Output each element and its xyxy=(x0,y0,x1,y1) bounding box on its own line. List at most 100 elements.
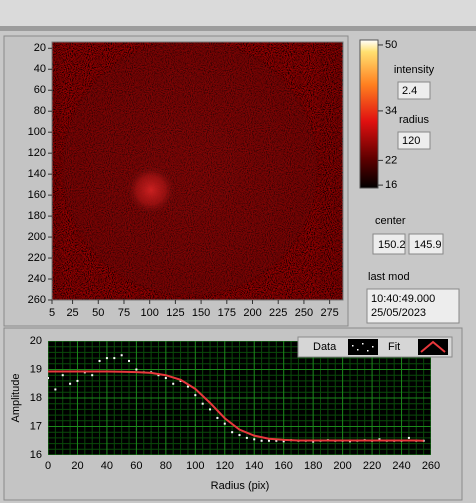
indicator xyxy=(366,288,460,324)
data-point xyxy=(282,440,285,443)
y-tick-label: 19 xyxy=(30,363,42,375)
legend-line xyxy=(420,340,446,353)
disk-noise xyxy=(60,42,320,298)
data-point xyxy=(216,416,219,419)
x-tick-label: 20 xyxy=(71,460,83,472)
x-tick-label: 50 xyxy=(92,307,104,319)
y-tick-label: 20 xyxy=(30,335,42,347)
data-point xyxy=(135,368,138,371)
x-tick-label: 125 xyxy=(166,307,184,319)
data-point xyxy=(209,408,212,411)
y-tick-label: 120 xyxy=(28,147,46,159)
value: 145.9 xyxy=(414,239,442,251)
data-point xyxy=(128,359,131,362)
data-point xyxy=(312,440,315,443)
data-point xyxy=(69,382,72,385)
data-point xyxy=(48,377,49,380)
colorbar-tick-label: 22 xyxy=(385,154,397,166)
y-tick-label: 20 xyxy=(34,42,46,54)
label: intensity xyxy=(394,64,435,76)
x-tick-label: 100 xyxy=(141,307,159,319)
toolbar xyxy=(0,0,476,26)
y-tick-label: 220 xyxy=(28,252,46,264)
colorbar-tick-label: 34 xyxy=(385,105,397,117)
indicator xyxy=(372,233,406,255)
data-point xyxy=(91,374,94,377)
dot xyxy=(372,346,374,348)
data-point xyxy=(275,439,278,442)
colorbar-tick-label: 50 xyxy=(385,39,397,51)
y-tick-label: 40 xyxy=(34,63,46,75)
y-axis-title: Amplitude xyxy=(10,374,22,423)
data-point xyxy=(172,382,175,385)
image-frame xyxy=(51,41,344,301)
dot xyxy=(367,350,369,352)
data-point xyxy=(253,438,256,441)
data-point xyxy=(61,374,64,377)
dot xyxy=(362,343,364,345)
data-point xyxy=(378,438,381,441)
data-point xyxy=(186,385,189,388)
value: 120 xyxy=(402,135,420,147)
toolbar-edge xyxy=(0,26,476,31)
data-point xyxy=(54,388,57,391)
x-tick-label: 80 xyxy=(160,460,172,472)
x-tick-label: 275 xyxy=(320,307,338,319)
y-tick-label: 240 xyxy=(28,273,46,285)
x-tick-label: 25 xyxy=(66,307,78,319)
data-point xyxy=(98,359,101,362)
colorbar xyxy=(359,39,379,189)
y-tick-label: 80 xyxy=(34,105,46,117)
data-point xyxy=(260,439,263,442)
value: 10:40:49.000 xyxy=(371,293,435,305)
x-tick-label: 240 xyxy=(392,460,410,472)
x-tick-label: 60 xyxy=(130,460,142,472)
x-axis-title: Radius (pix) xyxy=(211,480,270,492)
x-tick-label: 75 xyxy=(118,307,130,319)
data-point xyxy=(231,431,234,434)
data-point xyxy=(113,357,116,360)
x-tick-label: 140 xyxy=(245,460,263,472)
legend-label: Data xyxy=(313,341,337,353)
data-point xyxy=(76,379,79,382)
y-tick-label: 60 xyxy=(34,84,46,96)
value: 150.2 xyxy=(378,239,406,251)
x-tick-label: 160 xyxy=(275,460,293,472)
fit-line xyxy=(48,370,424,442)
y-tick-label: 18 xyxy=(30,392,42,404)
x-tick-label: 180 xyxy=(304,460,322,472)
colorbar-tick-label: 16 xyxy=(385,179,397,191)
y-tick-label: 100 xyxy=(28,126,46,138)
data-point xyxy=(164,377,167,380)
data-point xyxy=(223,422,226,425)
label: radius xyxy=(399,114,429,126)
intensity-image xyxy=(52,42,343,300)
data-point xyxy=(407,436,410,439)
indicator xyxy=(397,131,431,150)
y-tick-label: 140 xyxy=(28,168,46,180)
x-tick-label: 100 xyxy=(186,460,204,472)
x-tick-label: 220 xyxy=(363,460,381,472)
legend-swatch xyxy=(418,339,448,355)
y-tick-label: 16 xyxy=(30,449,42,461)
data-point xyxy=(201,402,204,405)
indicator xyxy=(397,81,431,100)
x-tick-label: 5 xyxy=(49,307,55,319)
legend-points xyxy=(352,343,374,352)
data-point xyxy=(157,374,160,377)
x-tick-label: 225 xyxy=(269,307,287,319)
dot xyxy=(352,345,354,347)
data-point xyxy=(120,354,123,357)
indicator xyxy=(408,233,444,255)
data-point xyxy=(245,436,248,439)
data-point xyxy=(105,357,108,360)
label: center xyxy=(375,215,406,227)
y-tick-label: 160 xyxy=(28,189,46,201)
data-point xyxy=(238,434,241,437)
y-tick-label: 200 xyxy=(28,231,46,243)
legend-label: Fit xyxy=(388,341,400,353)
x-tick-label: 120 xyxy=(216,460,234,472)
value: 25/05/2023 xyxy=(371,307,426,319)
x-tick-label: 40 xyxy=(101,460,113,472)
